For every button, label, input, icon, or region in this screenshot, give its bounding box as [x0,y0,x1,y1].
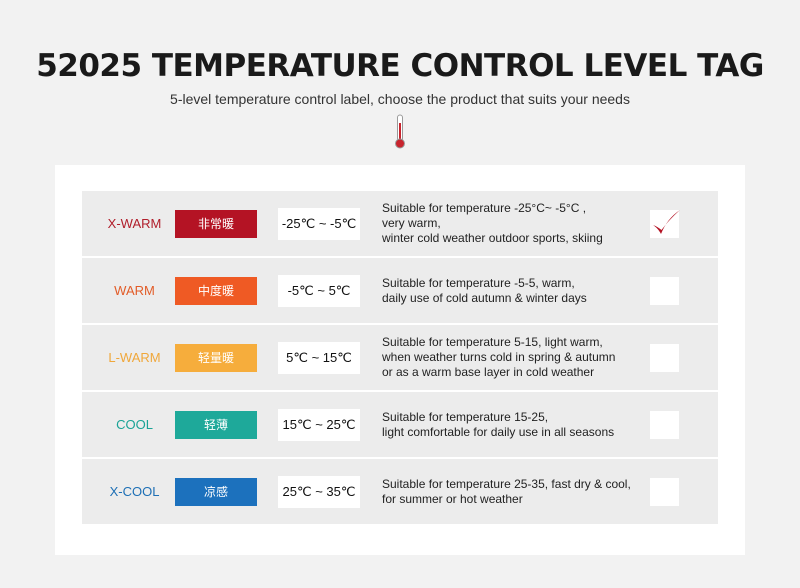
checkmark-icon [653,210,680,234]
level-badge: 轻薄 [175,411,257,439]
level-description: Suitable for temperature -5-5, warm, dai… [382,258,657,323]
temperature-range: 15℃ ~ 25℃ [278,409,360,441]
level-row-warm: WARM 中度暖 -5℃ ~ 5℃ Suitable for temperatu… [82,258,718,323]
level-checkbox[interactable] [650,478,679,506]
level-row-cool: COOL 轻薄 15℃ ~ 25℃ Suitable for temperatu… [82,392,718,457]
level-description: Suitable for temperature -25°C~ -5°C , v… [382,191,657,256]
level-name: WARM [114,283,155,298]
description-line: daily use of cold autumn & winter days [382,290,587,305]
description-line: Suitable for temperature 5-15, light war… [382,335,603,349]
description-line: for summer or hot weather [382,491,523,506]
level-row-x-warm: X-WARM 非常暖 -25℃ ~ -5℃ Suitable for tempe… [82,191,718,256]
description-line: light comfortable for daily use in all s… [382,424,615,439]
description-line: very warm, [382,216,441,230]
level-checkbox[interactable] [650,411,679,439]
temperature-range: -25℃ ~ -5℃ [278,208,360,240]
description-line: or as a warm base layer in cold weather [382,365,595,379]
temperature-range: -5℃ ~ 5℃ [278,275,360,307]
level-description: Suitable for temperature 25-35, fast dry… [382,459,657,524]
level-badge: 中度暖 [175,277,257,305]
level-name: L-WARM [108,350,161,365]
level-name: COOL [116,417,153,432]
level-description: Suitable for temperature 15-25, light co… [382,392,657,457]
description-line: winter cold weather outdoor sports, skii… [382,231,603,245]
level-description: Suitable for temperature 5-15, light war… [382,325,657,390]
page-title: 52025 TEMPERATURE CONTROL LEVEL TAG [36,48,764,84]
description-line: Suitable for temperature -5-5, warm, [382,275,575,290]
level-name: X-WARM [107,216,162,231]
page-subtitle: 5-level temperature control label, choos… [170,91,630,107]
thermometer-icon [395,114,405,149]
level-checkbox[interactable] [650,210,680,238]
level-row-l-warm: L-WARM 轻量暖 5℃ ~ 15℃ Suitable for tempera… [82,325,718,390]
level-badge: 轻量暖 [175,344,257,372]
description-line: Suitable for temperature -25°C~ -5°C , [382,201,587,215]
level-badge: 非常暖 [175,210,257,238]
level-checkbox[interactable] [650,277,679,305]
level-badge: 凉感 [175,478,257,506]
level-table: X-WARM 非常暖 -25℃ ~ -5℃ Suitable for tempe… [82,191,718,526]
level-checkbox[interactable] [650,344,679,372]
level-row-x-cool: X-COOL 凉感 25℃ ~ 35℃ Suitable for tempera… [82,459,718,524]
level-name: X-COOL [109,484,160,499]
description-line: when weather turns cold in spring & autu… [382,350,616,364]
description-line: Suitable for temperature 15-25, [382,409,549,424]
description-line: Suitable for temperature 25-35, fast dry… [382,476,631,491]
temperature-range: 5℃ ~ 15℃ [278,342,360,374]
temperature-range: 25℃ ~ 35℃ [278,476,360,508]
